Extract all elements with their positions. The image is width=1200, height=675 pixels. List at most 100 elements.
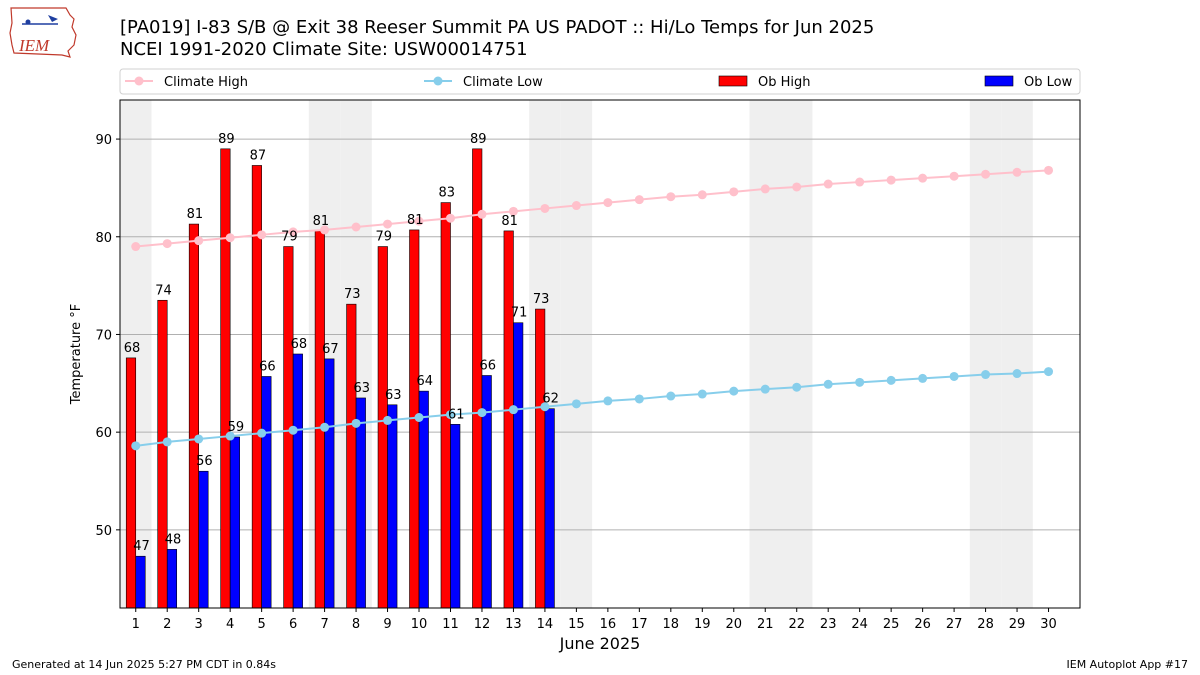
x-tick-label: 22: [788, 617, 805, 632]
point-climate-high: [194, 236, 204, 246]
x-tick-label: 25: [883, 617, 900, 632]
x-tick-label: 10: [411, 617, 428, 632]
point-climate-low: [288, 425, 298, 435]
y-tick-label: 90: [95, 133, 112, 148]
point-climate-high: [603, 198, 613, 208]
point-climate-low: [666, 391, 676, 401]
bar-ob-low: [544, 408, 555, 609]
x-tick-label: 5: [257, 617, 265, 632]
point-climate-high: [760, 184, 770, 194]
bar-ob-low: [261, 376, 272, 609]
point-climate-high: [1044, 165, 1054, 175]
point-climate-low: [225, 431, 235, 441]
plot-frame: [119, 99, 1081, 609]
bar-ob-high: [535, 308, 546, 609]
weekend-shade: [780, 100, 813, 608]
point-climate-low: [351, 418, 361, 428]
y-tick-label: 60: [95, 426, 112, 441]
point-climate-high: [886, 175, 896, 185]
point-climate-high: [981, 169, 991, 179]
legend-box: [119, 68, 1081, 95]
point-climate-high: [666, 192, 676, 202]
point-climate-low: [918, 373, 928, 383]
label-ob-low: 56: [196, 454, 213, 469]
weekend-shade: [560, 100, 593, 608]
x-tick-label: 9: [383, 617, 391, 632]
bar-ob-high: [346, 303, 357, 609]
x-tick-label: 29: [1009, 617, 1026, 632]
x-tick-label: 26: [914, 617, 931, 632]
point-climate-high: [949, 171, 959, 181]
x-tick-label: 17: [631, 617, 648, 632]
legend-label-ob-high: Ob High: [758, 75, 811, 90]
iem-logo: IEM: [9, 7, 77, 58]
point-climate-high: [729, 187, 739, 197]
legend-marker-climate-low: [433, 76, 443, 86]
label-ob-low: 66: [259, 359, 276, 374]
x-tick-label: 21: [757, 617, 774, 632]
point-climate-high: [351, 222, 361, 232]
label-ob-low: 64: [416, 374, 433, 389]
point-climate-low: [131, 441, 141, 451]
x-tick-label: 11: [442, 617, 459, 632]
app-note: IEM Autoplot App #17: [1066, 658, 1189, 671]
point-climate-low: [855, 377, 865, 387]
point-climate-high: [540, 203, 550, 213]
label-ob-high: 81: [501, 214, 518, 229]
x-tick-label: 3: [195, 617, 203, 632]
chart-subtitle: NCEI 1991-2020 Climate Site: USW00014751: [120, 39, 528, 60]
x-tick-label: 23: [820, 617, 837, 632]
bar-ob-low: [166, 549, 178, 609]
bar-ob-high: [377, 246, 388, 609]
x-tick-label: 19: [694, 617, 711, 632]
point-climate-high: [508, 206, 518, 216]
label-ob-low: 59: [228, 420, 245, 435]
bar-ob-low: [135, 555, 146, 609]
point-climate-high: [823, 179, 833, 189]
label-ob-low: 47: [133, 539, 150, 554]
point-climate-low: [1012, 369, 1022, 379]
x-tick-label: 2: [163, 617, 171, 632]
point-climate-low: [540, 402, 550, 412]
label-ob-high: 73: [344, 287, 361, 302]
label-ob-high: 73: [533, 292, 550, 307]
label-ob-low: 67: [322, 342, 339, 357]
x-tick-label: 24: [851, 617, 868, 632]
point-climate-high: [792, 182, 802, 192]
point-climate-low: [823, 379, 833, 389]
x-tick-label: 15: [568, 617, 585, 632]
bar-ob-low: [324, 358, 335, 609]
x-tick-label: 18: [663, 617, 680, 632]
label-ob-low: 63: [385, 388, 402, 403]
label-ob-high: 87: [250, 148, 267, 163]
point-climate-high: [320, 225, 330, 235]
point-climate-low: [634, 394, 644, 404]
weekend-shade: [1001, 100, 1033, 608]
generated-note: Generated at 14 Jun 2025 5:27 PM CDT in …: [12, 658, 277, 671]
point-climate-low: [981, 370, 991, 380]
x-tick-label: 27: [946, 617, 963, 632]
label-ob-low: 66: [479, 358, 496, 373]
bar-ob-low: [418, 390, 429, 609]
bar-ob-high: [157, 299, 168, 609]
bar-ob-low: [450, 424, 461, 609]
label-ob-high: 81: [407, 213, 424, 228]
bar-ob-high: [440, 202, 451, 609]
legend-label-climate-low: Climate Low: [463, 75, 543, 90]
x-tick-label: 8: [352, 617, 360, 632]
point-climate-low: [194, 434, 204, 444]
label-ob-low: 68: [291, 337, 308, 352]
bar-ob-high: [503, 230, 514, 609]
chart-title: [PA019] I-83 S/B @ Exit 38 Reeser Summit…: [120, 17, 875, 38]
label-ob-low: 48: [165, 532, 182, 547]
point-climate-high: [477, 209, 487, 219]
bar-ob-high: [188, 223, 199, 609]
point-climate-low: [729, 386, 739, 396]
weekend-shade: [749, 100, 781, 608]
point-climate-high: [288, 227, 298, 237]
x-tick-label: 30: [1040, 617, 1057, 632]
x-tick-label: 28: [977, 617, 994, 632]
bar-ob-low: [229, 436, 240, 609]
point-climate-high: [634, 195, 644, 205]
legend-label-climate-high: Climate High: [164, 75, 248, 90]
